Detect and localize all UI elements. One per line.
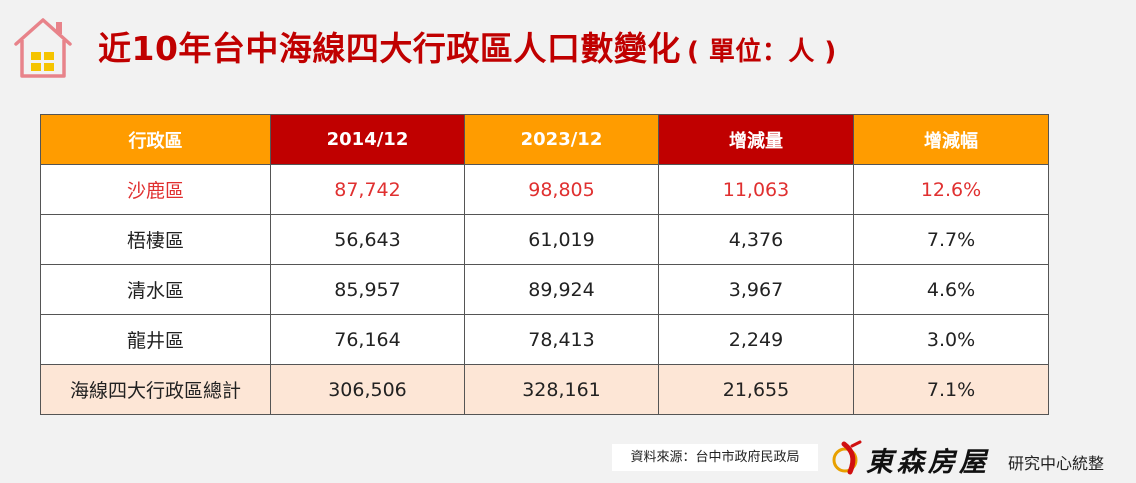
header-change: 增減量 — [658, 114, 854, 165]
cell-2023: 61,019 — [464, 214, 659, 265]
table-total-row: 海線四大行政區總計 306,506 328,161 21,655 7.1% — [40, 364, 1049, 415]
header-2023: 2023/12 — [464, 114, 659, 165]
cell-2014: 56,643 — [270, 214, 465, 265]
cell-change-rate: 7.7% — [853, 214, 1049, 265]
table-row: 清水區 85,957 89,924 3,967 4.6% — [40, 264, 1049, 315]
total-change-rate: 7.1% — [853, 364, 1049, 415]
cell-2014: 87,742 — [270, 164, 465, 215]
cell-2023: 78,413 — [464, 314, 659, 365]
cell-change: 3,967 — [658, 264, 854, 315]
cell-2014: 85,957 — [270, 264, 465, 315]
cell-2023: 98,805 — [464, 164, 659, 215]
table-row: 梧棲區 56,643 61,019 4,376 7.7% — [40, 214, 1049, 265]
header-2014: 2014/12 — [270, 114, 465, 165]
cell-change: 11,063 — [658, 164, 854, 215]
cell-district: 龍井區 — [40, 314, 271, 365]
cell-change-rate: 3.0% — [853, 314, 1049, 365]
total-label: 海線四大行政區總計 — [40, 364, 271, 415]
house-logo-icon — [14, 18, 72, 78]
cell-district: 梧棲區 — [40, 214, 271, 265]
cell-district: 清水區 — [40, 264, 271, 315]
brand-suffix: 研究中心統整 — [1008, 454, 1105, 473]
table-header-row: 行政區 2014/12 2023/12 增減量 增減幅 — [40, 114, 1049, 165]
total-2014: 306,506 — [270, 364, 465, 415]
title-unit: ( 單位：人 ) — [686, 37, 837, 67]
cell-change: 4,376 — [658, 214, 854, 265]
cell-change: 2,249 — [658, 314, 854, 365]
table-row: 沙鹿區 87,742 98,805 11,063 12.6% — [40, 164, 1049, 215]
cell-change-rate: 4.6% — [853, 264, 1049, 315]
brand-logo-icon — [832, 440, 862, 475]
cell-2023: 89,924 — [464, 264, 659, 315]
cell-change-rate: 12.6% — [853, 164, 1049, 215]
brand-name: 東森房屋 — [866, 447, 990, 478]
population-table: 行政區 2014/12 2023/12 增減量 增減幅 沙鹿區 87,742 9… — [40, 114, 1049, 415]
page-title: 近10年台中海線四大行政區人口數變化( 單位：人 ) — [98, 22, 837, 70]
total-2023: 328,161 — [464, 364, 659, 415]
source-note: 資料來源：台中市政府民政局 — [612, 444, 818, 471]
cell-2014: 76,164 — [270, 314, 465, 365]
table-row: 龍井區 76,164 78,413 2,249 3.0% — [40, 314, 1049, 365]
title-text: 近10年台中海線四大行政區人口數變化 — [98, 29, 681, 68]
total-change: 21,655 — [658, 364, 854, 415]
header-district: 行政區 — [40, 114, 271, 165]
cell-district: 沙鹿區 — [40, 164, 271, 215]
header-change-rate: 增減幅 — [853, 114, 1049, 165]
